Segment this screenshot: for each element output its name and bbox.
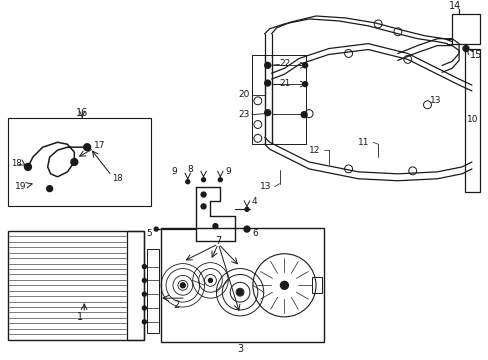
Circle shape xyxy=(201,204,205,209)
Text: 17: 17 xyxy=(94,141,105,150)
Text: 6: 6 xyxy=(251,229,257,238)
Circle shape xyxy=(24,163,31,170)
Bar xyxy=(451,14,479,44)
Circle shape xyxy=(264,110,270,116)
Text: 4: 4 xyxy=(251,197,257,206)
Text: 8: 8 xyxy=(187,165,193,174)
Text: 14: 14 xyxy=(448,1,460,11)
Text: 13: 13 xyxy=(428,96,440,105)
Bar xyxy=(161,228,323,342)
Text: 11: 11 xyxy=(358,138,369,147)
Bar xyxy=(147,249,159,333)
Circle shape xyxy=(212,224,218,229)
Text: 15: 15 xyxy=(469,50,481,60)
Circle shape xyxy=(264,62,270,68)
Circle shape xyxy=(302,63,307,68)
Bar xyxy=(251,55,305,144)
Text: 9: 9 xyxy=(225,167,230,176)
Text: 7: 7 xyxy=(215,236,221,246)
Text: 16: 16 xyxy=(76,108,88,118)
Text: 5: 5 xyxy=(146,229,152,238)
Text: 13: 13 xyxy=(259,182,271,191)
Text: 2: 2 xyxy=(172,300,179,310)
Circle shape xyxy=(142,306,146,310)
Bar xyxy=(126,231,144,339)
Circle shape xyxy=(142,320,146,324)
Circle shape xyxy=(180,283,185,288)
Circle shape xyxy=(218,178,222,182)
Text: 18: 18 xyxy=(112,174,122,183)
Text: 20: 20 xyxy=(238,90,249,99)
Bar xyxy=(8,118,151,206)
Circle shape xyxy=(185,180,189,184)
Text: 19: 19 xyxy=(15,182,26,191)
Text: 10: 10 xyxy=(466,115,478,124)
Bar xyxy=(464,49,479,192)
Circle shape xyxy=(280,282,288,289)
Circle shape xyxy=(201,178,205,182)
Text: 3: 3 xyxy=(237,345,243,355)
Circle shape xyxy=(264,80,270,86)
Circle shape xyxy=(302,82,307,86)
Text: 18: 18 xyxy=(11,159,22,168)
Circle shape xyxy=(142,292,146,296)
Circle shape xyxy=(201,192,205,197)
Text: 1: 1 xyxy=(77,312,83,322)
Text: 12: 12 xyxy=(308,146,320,155)
Circle shape xyxy=(142,278,146,282)
Text: 22: 22 xyxy=(279,59,290,68)
Text: 9: 9 xyxy=(171,167,177,176)
Circle shape xyxy=(244,226,249,232)
Circle shape xyxy=(301,112,306,118)
Circle shape xyxy=(244,207,248,211)
Circle shape xyxy=(142,265,146,269)
Bar xyxy=(311,278,321,293)
Text: 21: 21 xyxy=(279,78,290,87)
Circle shape xyxy=(83,144,90,150)
Circle shape xyxy=(237,289,243,295)
Circle shape xyxy=(154,227,158,231)
Circle shape xyxy=(462,46,468,51)
Text: 23: 23 xyxy=(238,110,249,119)
Bar xyxy=(8,231,144,339)
Circle shape xyxy=(47,186,53,192)
Circle shape xyxy=(208,278,212,282)
Circle shape xyxy=(71,158,78,166)
